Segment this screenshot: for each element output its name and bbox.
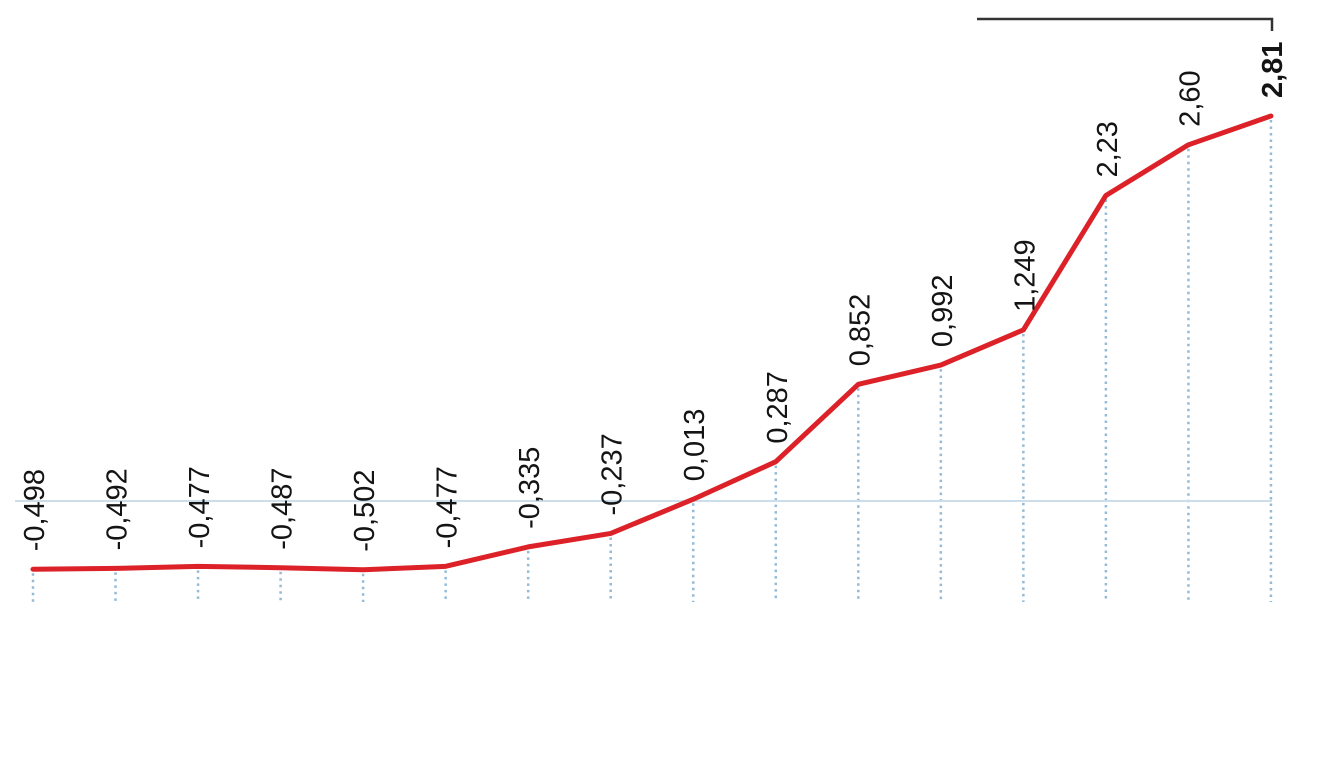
guide-lines-group bbox=[31, 120, 1273, 602]
value-label: 2,23 bbox=[1092, 121, 1124, 177]
value-label: 0,287 bbox=[762, 371, 794, 444]
value-label: -0,492 bbox=[102, 468, 134, 550]
value-label: 0,013 bbox=[679, 409, 711, 482]
series-line bbox=[30, 113, 1274, 573]
series-group bbox=[30, 113, 1274, 573]
value-labels-group: -0,498 -0,492 -0,477 -0,487 -0,502 -0,477 -0,3… bbox=[19, 42, 1289, 552]
value-label: 2,81 bbox=[1257, 42, 1289, 98]
value-label: 0,992 bbox=[927, 275, 959, 348]
value-label: 1,249 bbox=[1009, 239, 1041, 312]
bracket-group bbox=[977, 17, 1274, 31]
value-label: -0,335 bbox=[514, 447, 546, 529]
value-label: -0,237 bbox=[597, 433, 629, 515]
range-bracket bbox=[977, 17, 1274, 31]
value-label: -0,498 bbox=[19, 469, 51, 551]
value-label: -0,487 bbox=[267, 467, 299, 549]
value-label: -0,477 bbox=[432, 466, 464, 548]
value-label: -0,502 bbox=[349, 470, 381, 552]
value-label: -0,477 bbox=[184, 466, 216, 548]
value-label: 2,60 bbox=[1174, 70, 1206, 126]
value-label: 0,852 bbox=[844, 294, 876, 367]
